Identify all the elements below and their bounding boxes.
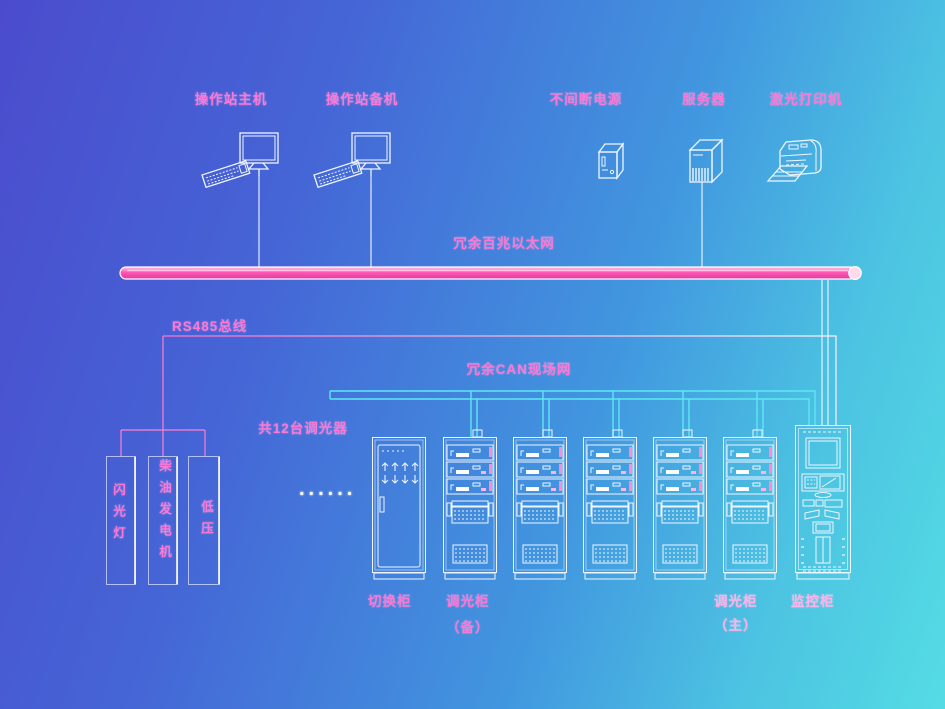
ups-icon (597, 142, 625, 180)
label-operator-station-main: 操作站主机 (194, 92, 268, 107)
server-icon (688, 138, 724, 184)
dimmer-cabinet-icon (513, 429, 567, 580)
label-server: 服务器 (682, 92, 726, 107)
dimmer-cabinet-backup-icon (443, 429, 497, 580)
switch-cabinet-icon (372, 437, 426, 580)
label-dimmer-cabinet-main-note: （主） (714, 618, 758, 633)
dimmer-cabinet-icon (583, 429, 637, 580)
label-operator-station-backup: 操作站备机 (325, 92, 399, 107)
printer-icon (766, 139, 822, 182)
label-dimmer-cabinet-backup-note: （备） (446, 620, 490, 635)
field-device-bars (106, 456, 220, 585)
label-dimmer-cabinet-main: 调光柜 (714, 594, 758, 609)
can-bus-lines (329, 390, 816, 437)
monitoring-cabinet-icon (795, 425, 851, 580)
ethernet-drop-lines (258, 176, 829, 425)
label-low-voltage: 低压 (199, 500, 213, 543)
rs485-bus-lines (120, 335, 837, 456)
dimmer-cabinet-icon (653, 429, 707, 580)
ethernet-bus-pipe (119, 265, 862, 281)
ellipsis-dots: ...... (299, 478, 357, 500)
label-flash-light: 闪光灯 (111, 483, 125, 548)
label-ups: 不间断电源 (549, 92, 623, 107)
workstation-backup-icon (313, 132, 391, 189)
label-monitoring-cabinet: 监控柜 (791, 594, 835, 609)
label-can-network: 冗余CAN现场网 (466, 362, 572, 377)
workstation-main-icon (201, 132, 279, 189)
label-diesel-generator: 柴油发电机 (157, 459, 171, 567)
label-dimmer-count: 共12台调光器 (258, 421, 348, 436)
label-dimmer-cabinet-backup: 调光柜 (446, 594, 490, 609)
label-laser-printer: 激光打印机 (769, 92, 843, 107)
dimmer-cabinet-main-icon (723, 429, 777, 580)
label-switch-cabinet: 切换柜 (368, 594, 412, 609)
label-ethernet-bus: 冗余百兆以太网 (453, 236, 555, 251)
label-rs485-bus: RS485总线 (172, 319, 248, 334)
